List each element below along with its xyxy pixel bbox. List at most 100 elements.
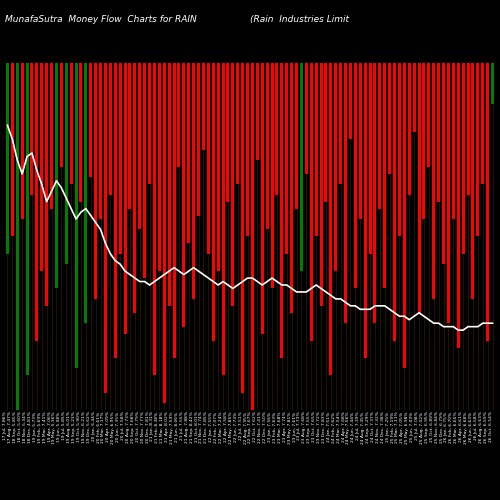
Bar — [324, 63, 328, 202]
Bar — [437, 63, 440, 202]
Bar — [354, 63, 357, 288]
Text: (Rain  Industries Limit: (Rain Industries Limit — [250, 15, 349, 24]
Bar — [310, 63, 312, 340]
Bar — [138, 63, 141, 230]
Bar — [148, 63, 151, 184]
Bar — [212, 63, 214, 340]
Bar — [472, 63, 474, 299]
Bar — [202, 63, 205, 150]
Bar — [90, 63, 92, 178]
Bar — [364, 63, 366, 358]
Bar — [222, 63, 224, 376]
Bar — [349, 63, 352, 139]
Bar — [36, 63, 38, 340]
Bar — [334, 63, 337, 271]
Bar — [178, 63, 180, 167]
Bar — [153, 63, 156, 376]
Bar — [384, 63, 386, 288]
Bar — [6, 63, 9, 254]
Bar — [30, 63, 34, 194]
Bar — [128, 63, 132, 208]
Bar — [168, 63, 170, 306]
Bar — [104, 63, 107, 392]
Bar — [118, 63, 122, 254]
Bar — [359, 63, 362, 219]
Bar — [280, 63, 283, 358]
Bar — [84, 63, 87, 323]
Bar — [486, 63, 489, 340]
Bar — [143, 63, 146, 278]
Bar — [163, 63, 166, 403]
Bar — [266, 63, 268, 230]
Bar — [286, 63, 288, 254]
Bar — [50, 63, 53, 208]
Bar — [432, 63, 435, 299]
Bar — [422, 63, 426, 219]
Bar — [251, 63, 254, 410]
Bar — [109, 63, 112, 194]
Bar — [16, 63, 18, 410]
Bar — [295, 63, 298, 208]
Bar — [172, 63, 176, 358]
Bar — [70, 63, 72, 184]
Bar — [482, 63, 484, 184]
Bar — [216, 63, 220, 271]
Bar — [188, 63, 190, 244]
Bar — [290, 63, 293, 313]
Bar — [442, 63, 445, 264]
Bar — [300, 63, 303, 271]
Bar — [80, 63, 82, 202]
Bar — [314, 63, 318, 236]
Bar — [114, 63, 116, 358]
Bar — [65, 63, 68, 264]
Bar — [20, 63, 24, 219]
Bar — [261, 63, 264, 334]
Bar — [11, 63, 14, 236]
Bar — [276, 63, 278, 194]
Bar — [476, 63, 480, 236]
Bar — [94, 63, 97, 299]
Bar — [374, 63, 376, 323]
Bar — [368, 63, 372, 254]
Bar — [320, 63, 322, 306]
Bar — [60, 63, 63, 167]
Text: MunafaSutra  Money Flow  Charts for RAIN: MunafaSutra Money Flow Charts for RAIN — [5, 15, 197, 24]
Bar — [462, 63, 464, 254]
Bar — [428, 63, 430, 167]
Bar — [305, 63, 308, 174]
Bar — [418, 63, 420, 313]
Bar — [232, 63, 234, 306]
Bar — [55, 63, 58, 288]
Bar — [207, 63, 210, 254]
Bar — [158, 63, 161, 271]
Bar — [452, 63, 455, 219]
Bar — [40, 63, 43, 271]
Bar — [182, 63, 186, 326]
Bar — [226, 63, 230, 202]
Bar — [246, 63, 249, 236]
Bar — [197, 63, 200, 216]
Bar — [45, 63, 48, 306]
Bar — [388, 63, 391, 174]
Bar — [241, 63, 244, 392]
Bar — [344, 63, 347, 323]
Bar — [466, 63, 469, 194]
Bar — [26, 63, 29, 376]
Bar — [74, 63, 78, 368]
Bar — [408, 63, 410, 194]
Bar — [256, 63, 259, 160]
Bar — [378, 63, 382, 208]
Bar — [491, 63, 494, 104]
Bar — [236, 63, 239, 184]
Bar — [124, 63, 126, 334]
Bar — [339, 63, 342, 184]
Bar — [192, 63, 195, 299]
Bar — [134, 63, 136, 313]
Bar — [330, 63, 332, 376]
Bar — [412, 63, 416, 132]
Bar — [403, 63, 406, 368]
Bar — [398, 63, 401, 236]
Bar — [99, 63, 102, 219]
Bar — [393, 63, 396, 340]
Bar — [447, 63, 450, 323]
